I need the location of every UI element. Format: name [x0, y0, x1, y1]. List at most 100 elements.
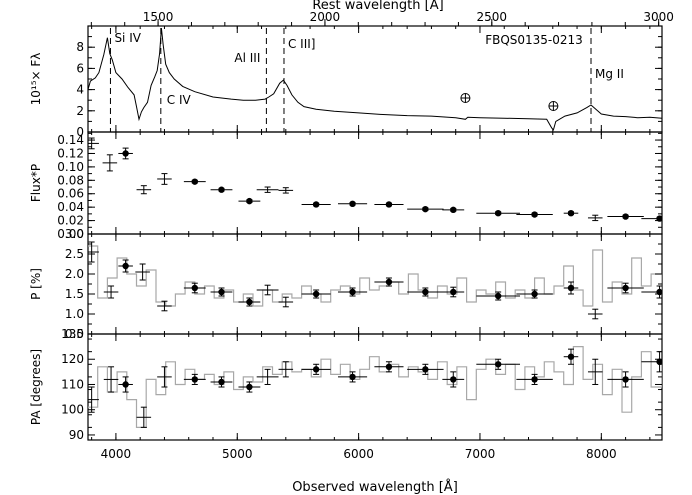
marker — [622, 376, 629, 383]
top-tick-label: 3000 — [643, 10, 674, 24]
y-tick-label: 1.0 — [65, 307, 84, 321]
marker — [531, 211, 538, 218]
marker — [494, 209, 502, 217]
y-tick-label: 1.5 — [65, 287, 84, 301]
top-tick-label: 2500 — [477, 10, 508, 24]
data-point — [476, 358, 521, 370]
data-point — [476, 209, 521, 217]
data-point — [337, 287, 368, 297]
y-tick-label: 110 — [61, 377, 84, 391]
marker — [385, 278, 393, 286]
data-point — [587, 358, 603, 385]
marker — [622, 213, 629, 220]
x-tick-label: 6000 — [343, 447, 374, 461]
y-tick-label: 0.10 — [57, 160, 84, 174]
top-tick-label: 1500 — [143, 10, 174, 24]
top-tick-label: 2000 — [310, 10, 341, 24]
top-axis-label: Rest wavelength [Å] — [312, 0, 443, 13]
binned-histogram — [88, 245, 662, 307]
marker — [422, 288, 429, 296]
emission-line-label: Si IV — [114, 31, 141, 45]
data-point — [563, 348, 579, 365]
panel-plot-area — [88, 346, 662, 428]
y-tick-label: 0.06 — [57, 187, 84, 201]
marker — [312, 366, 320, 373]
data-point — [607, 282, 644, 294]
y-tick-label: 100 — [61, 403, 84, 417]
marker — [422, 205, 429, 213]
data-point — [278, 296, 294, 308]
marker — [191, 284, 198, 292]
marker — [349, 200, 356, 208]
panel-frame — [87, 131, 663, 235]
y-tick-label: 6 — [76, 61, 84, 75]
data-point — [210, 287, 233, 297]
y-tick-label: 8 — [76, 40, 84, 54]
marker — [567, 209, 575, 217]
marker — [349, 288, 356, 296]
data-point — [407, 205, 444, 213]
marker — [349, 373, 356, 381]
panel-polarized-flux — [87, 131, 663, 235]
data-point — [238, 197, 261, 205]
marker — [450, 206, 457, 214]
marker — [218, 186, 225, 193]
data-point — [607, 371, 644, 388]
data-point — [256, 284, 279, 296]
data-point — [301, 289, 331, 299]
data-point — [210, 186, 233, 193]
data-point — [210, 376, 233, 388]
marker — [422, 366, 429, 373]
marker — [246, 298, 253, 306]
data-point — [374, 201, 404, 208]
marker — [122, 150, 129, 157]
marker — [531, 376, 538, 383]
data-point — [442, 206, 465, 214]
y-tick-label: 2.5 — [65, 247, 84, 261]
data-point — [136, 406, 152, 428]
y-tick-label: 0.12 — [57, 146, 84, 160]
marker — [191, 376, 198, 383]
data-point — [238, 381, 261, 393]
data-point — [183, 178, 206, 185]
data-point — [407, 287, 444, 297]
panel-plot-area — [88, 28, 662, 131]
marker — [218, 378, 225, 386]
binned-histogram — [88, 346, 662, 428]
panel-plot-area — [88, 137, 662, 222]
x-tick-label: 7000 — [465, 447, 496, 461]
marker — [246, 197, 253, 205]
data-point — [118, 376, 133, 393]
emission-line-label: C IV — [167, 93, 192, 107]
data-point — [238, 297, 261, 307]
marker — [312, 290, 320, 298]
x-tick-label: 8000 — [586, 447, 617, 461]
y-tick-label: 0.04 — [57, 200, 84, 214]
marker — [122, 262, 129, 270]
y-tick-label: 0.14 — [57, 133, 84, 147]
data-point — [256, 368, 279, 385]
x-tick-label: 5000 — [222, 447, 253, 461]
marker — [494, 292, 502, 300]
y-tick-label: 2.0 — [65, 267, 84, 281]
data-point — [136, 185, 152, 195]
data-point — [442, 286, 465, 298]
y-tick-label: 90 — [69, 428, 84, 442]
marker — [122, 381, 129, 388]
x-axis-label: Observed wavelength [Å] — [292, 479, 458, 495]
marker — [531, 290, 538, 298]
data-point — [118, 147, 133, 160]
data-point — [337, 200, 368, 208]
marker — [450, 288, 457, 296]
data-point — [374, 361, 404, 373]
y-tick-label: 130 — [61, 327, 84, 341]
y-tick-label: 0.02 — [57, 214, 84, 228]
marker — [622, 284, 629, 292]
y-axis-label-flux: 10¹⁵× Fλ — [29, 53, 43, 106]
marker — [450, 376, 457, 383]
data-point — [374, 277, 404, 287]
data-point — [157, 366, 172, 388]
data-point — [516, 373, 553, 385]
data-point — [157, 300, 172, 312]
